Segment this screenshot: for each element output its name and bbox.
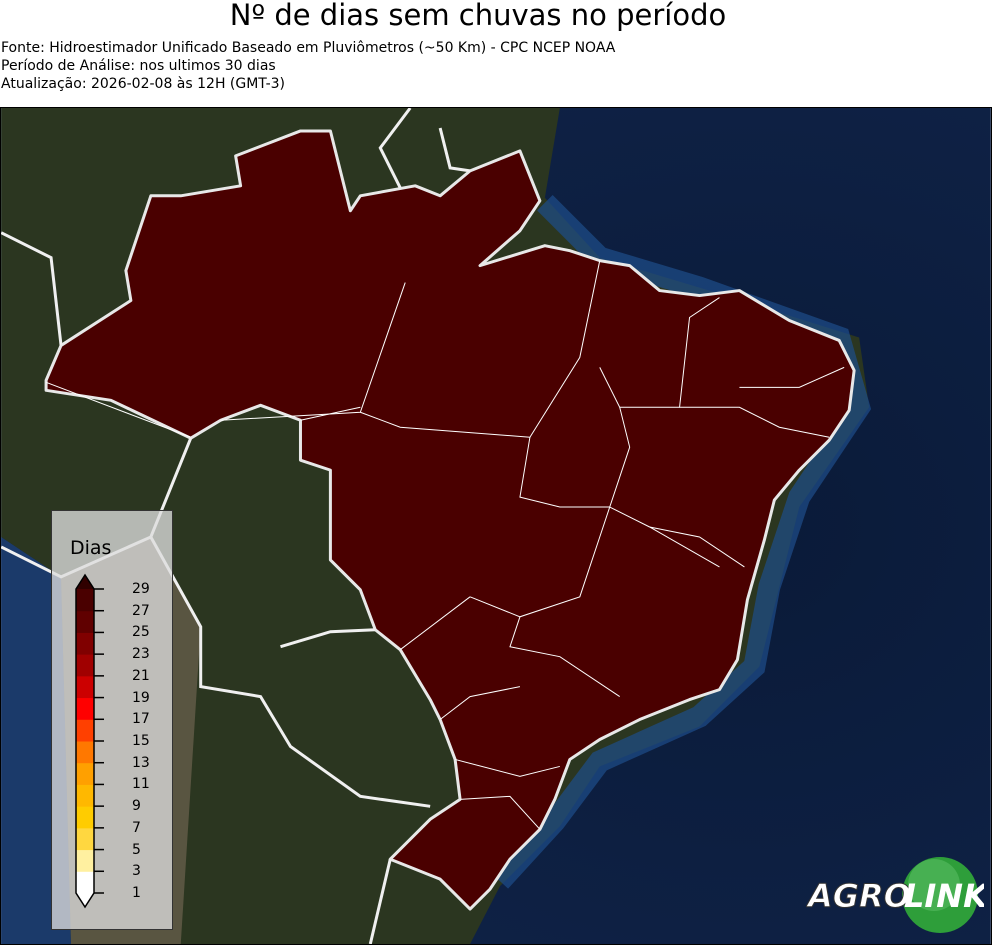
colorbar-extend-max: [76, 575, 94, 589]
colorbar-extend-min: [76, 893, 94, 907]
source-text: Fonte: Hidroestimador Unificado Baseado …: [1, 40, 616, 56]
colorbar-segment: [76, 827, 94, 851]
legend-tick-label: 25: [132, 624, 150, 641]
legend-tick-label: 5: [132, 841, 141, 858]
map-title: Nº de dias sem chuvas no período: [229, 0, 727, 32]
legend-tick-label: 9: [132, 798, 141, 815]
svg-text:AGRO: AGRO: [806, 877, 911, 915]
legend-tick-label: 29: [132, 581, 150, 597]
legend-tick-label: 13: [132, 754, 150, 771]
brazil-territory: [44, 129, 856, 911]
colorbar-segment: [76, 632, 94, 655]
legend-tick-label: 11: [132, 776, 150, 793]
legend-title: Dias: [70, 537, 112, 559]
colorbar-segment: [76, 589, 94, 612]
update-text: Atualização: 2026-02-08 às 12H (GMT-3): [1, 76, 285, 92]
legend-tick-label: 1: [132, 885, 141, 901]
state-borders: [45, 260, 845, 830]
svg-text:LINK: LINK: [904, 877, 984, 915]
legend-tick-label: 7: [132, 819, 141, 836]
legend-tick-label: 21: [132, 667, 150, 684]
colorbar-segment: [76, 654, 94, 677]
colorbar-segment: [76, 675, 94, 699]
colorbar-segment: [76, 871, 94, 894]
legend-tick-label: 15: [132, 733, 150, 749]
legend-tick-label: 27: [132, 602, 150, 619]
period-text: Período de Análise: nos ultimos 30 dias: [1, 58, 276, 74]
colorbar-segment: [76, 610, 94, 633]
colorbar-segment: [76, 719, 94, 742]
colorbar-segment: [76, 784, 94, 807]
legend-tick-label: 17: [132, 711, 150, 728]
colorbar-segment: [76, 741, 94, 764]
colorbar-segment: [76, 849, 94, 872]
legend: Dias 29 27 25 23 21 19 17 15 13 11 9 7 5 3 1: [51, 510, 173, 930]
colorbar-segment: [76, 697, 94, 720]
colorbar: [75, 573, 104, 909]
colorbar-segment: [76, 806, 94, 829]
agrolink-logo: AGRO LINK: [806, 857, 984, 933]
legend-tick-label: 23: [132, 646, 150, 663]
colorbar-segment: [76, 762, 94, 785]
legend-tick-label: 19: [132, 689, 150, 706]
legend-tick-label: 3: [132, 863, 141, 880]
coastal-shelf: [491, 195, 872, 889]
